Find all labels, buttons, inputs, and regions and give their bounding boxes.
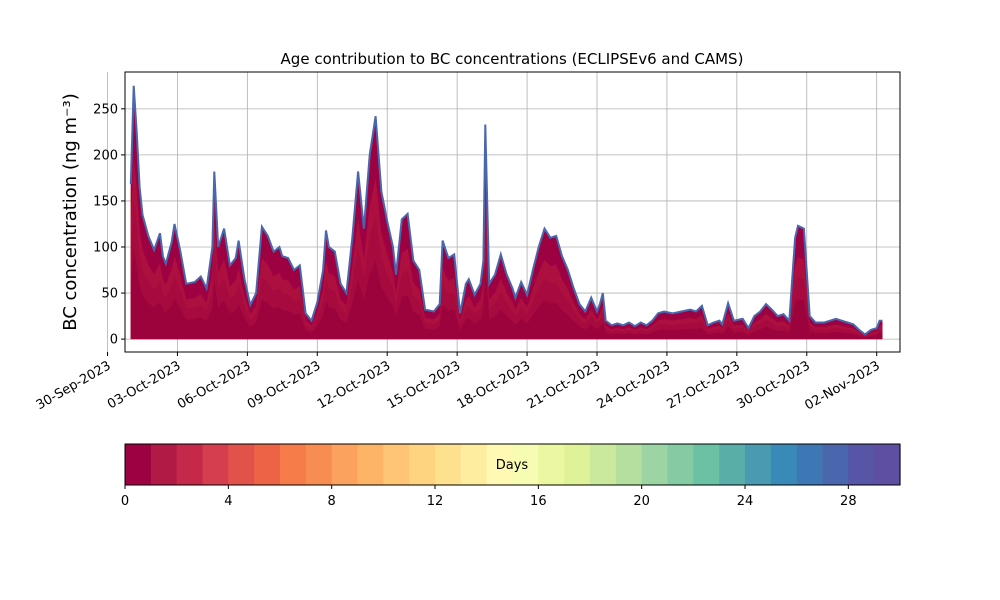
x-tick-label: 15-Oct-2023 [385,358,463,412]
colorbar-swatch [874,444,901,485]
colorbar-tick-label: 12 [427,494,444,509]
colorbar-swatch [176,444,204,485]
colorbar-tick-label: 24 [737,494,754,509]
colorbar-swatch [228,444,255,485]
colorbar-swatch [254,444,281,485]
colorbar-swatch [150,444,178,485]
colorbar-swatch [486,444,514,485]
y-axis-label: BC concentration (ng m⁻³) [60,93,81,331]
age-band-inner [130,250,883,340]
y-axis: 0 50 100 150 200 250 [93,102,125,348]
x-tick-label: 30-Oct-2023 [734,358,812,412]
x-tick-label: 24-Oct-2023 [595,358,673,412]
colorbar-swatch [512,444,539,485]
colorbar-tick-label: 16 [530,494,547,509]
chart-title: Age contribution to BC concentrations (E… [281,50,744,68]
x-tick-label: 30-Sep-2023 [34,358,114,413]
y-tick-label: 50 [101,287,118,302]
x-tick-label: 21-Oct-2023 [525,358,603,412]
colorbar-swatch [615,444,643,485]
colorbar-swatch [822,444,849,485]
colorbar-swatch [435,444,462,485]
colorbar-swatch [305,444,333,485]
colorbar-swatch [667,444,694,485]
colorbar-swatch [280,444,307,485]
colorbar-swatch [331,444,359,485]
colorbar-swatch [590,444,617,485]
colorbar-swatch [848,444,875,485]
x-tick-label: 12-Oct-2023 [315,358,393,412]
total-outline [129,85,883,336]
plot-frame [124,71,901,353]
x-tick-label: 06-Oct-2023 [175,358,253,412]
colorbar-swatch [460,444,488,485]
colorbar-swatch [641,444,669,485]
colorbar-tick-label: 4 [224,494,232,509]
x-tick-label: 18-Oct-2023 [455,358,533,412]
colorbar-swatch [357,444,384,485]
colorbar-tick-label: 8 [328,494,336,509]
grid [107,72,900,352]
y-tick-label: 250 [93,102,118,117]
y-tick-label: 200 [93,148,118,163]
colorbar-swatch [796,444,824,485]
colorbar-tick-label: 20 [633,494,650,509]
x-axis: 30-Sep-202303-Oct-202306-Oct-202309-Oct-… [34,352,883,413]
colorbar-swatch [719,444,746,485]
colorbar-swatch [202,444,229,485]
colorbar-swatch [125,444,152,485]
colorbar-swatch [745,444,772,485]
colorbar-swatch [409,444,436,485]
colorbar-label: Days [496,458,529,473]
y-tick-label: 0 [110,333,118,348]
colorbar: 0 4 8 12 16 20 24 28 [121,443,901,509]
x-tick-label: 27-Oct-2023 [664,358,742,412]
colorbar-swatch [564,444,591,485]
colorbar-swatch [383,444,410,485]
x-tick-label: 03-Oct-2023 [105,358,183,412]
colorbar-tick-label: 28 [840,494,857,509]
age-stacked-area [129,85,883,340]
colorbar-swatch [538,444,565,485]
x-tick-label: 02-Nov-2023 [802,358,882,413]
colorbar-tick-label: 0 [121,494,129,509]
colorbar-swatch [693,444,720,485]
colorbar-frame [124,443,901,486]
x-tick-label: 09-Oct-2023 [245,358,323,412]
y-tick-label: 150 [93,194,118,209]
y-tick-label: 100 [93,241,118,256]
colorbar-swatch [770,444,798,485]
